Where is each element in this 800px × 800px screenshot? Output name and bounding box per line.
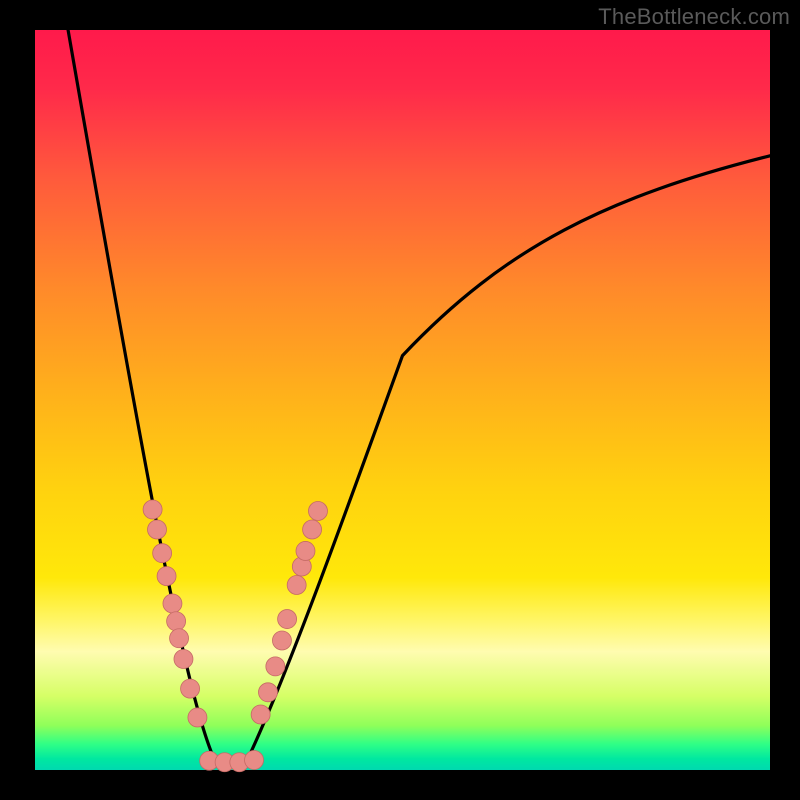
data-marker bbox=[303, 520, 322, 539]
chart-container: TheBottleneck.com bbox=[0, 0, 800, 800]
data-marker bbox=[143, 500, 162, 519]
data-marker bbox=[251, 705, 270, 724]
data-marker bbox=[272, 631, 291, 650]
plot-background bbox=[35, 30, 770, 770]
data-marker bbox=[148, 520, 167, 539]
data-marker bbox=[258, 683, 277, 702]
data-marker bbox=[188, 708, 207, 727]
data-marker bbox=[163, 594, 182, 613]
bottleneck-chart bbox=[0, 0, 800, 800]
data-marker bbox=[278, 610, 297, 629]
data-marker bbox=[181, 679, 200, 698]
watermark-label: TheBottleneck.com bbox=[598, 4, 790, 30]
data-marker bbox=[296, 541, 315, 560]
data-marker bbox=[287, 576, 306, 595]
data-marker bbox=[308, 502, 327, 521]
data-marker bbox=[153, 544, 172, 563]
data-marker bbox=[174, 650, 193, 669]
data-marker bbox=[245, 751, 264, 770]
data-marker bbox=[266, 657, 285, 676]
data-marker bbox=[170, 629, 189, 648]
data-marker bbox=[167, 612, 186, 631]
data-marker bbox=[157, 567, 176, 586]
